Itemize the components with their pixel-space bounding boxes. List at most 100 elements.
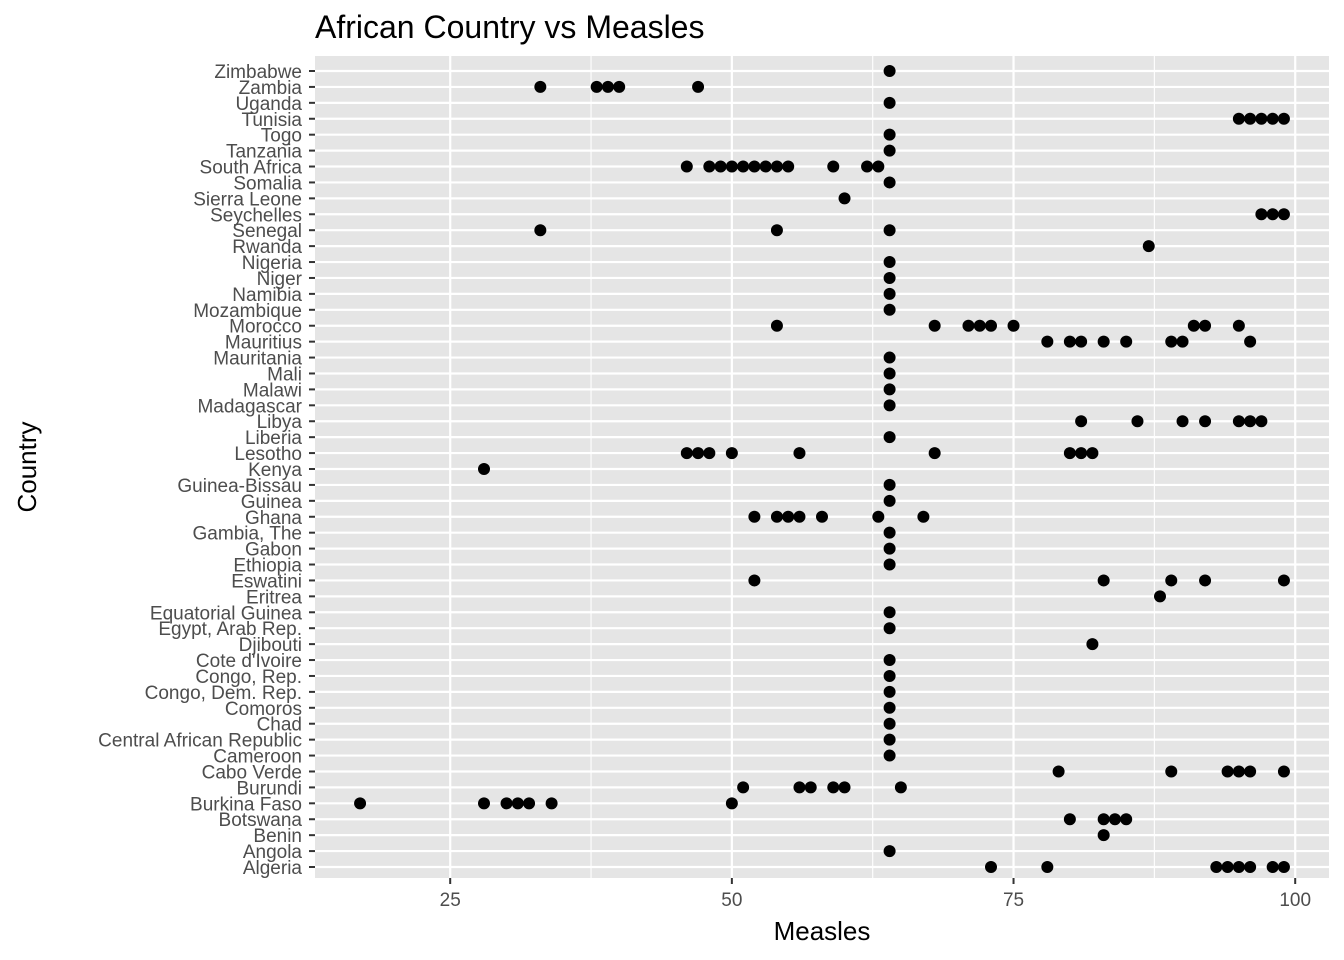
data-point-south-africa [703, 160, 716, 173]
y-tick-label-congo-dem-rep: Congo, Dem. Rep. [145, 683, 302, 704]
data-point-eswatini [748, 574, 761, 587]
data-point-lesotho [725, 447, 738, 460]
data-point-cote-d-ivoire [883, 654, 896, 667]
data-point-congo-dem-rep [883, 685, 896, 698]
data-point-zambia [534, 80, 547, 93]
data-point-gabon [883, 542, 896, 555]
data-point-cabo-verde [1277, 765, 1290, 778]
data-point-zambia [613, 80, 626, 93]
data-point-liberia [883, 431, 896, 444]
data-point-togo [883, 128, 896, 141]
y-tick-label-ethiopia: Ethiopia [233, 556, 302, 577]
data-point-ghana [748, 510, 761, 523]
data-point-libya [1131, 415, 1144, 428]
data-point-lesotho [692, 447, 705, 460]
data-point-lesotho [1086, 447, 1099, 460]
data-point-eritrea [1154, 590, 1166, 603]
data-point-morocco [770, 319, 783, 332]
data-point-rwanda [1142, 240, 1155, 253]
data-point-eswatini [1165, 574, 1178, 587]
data-point-egypt-arab-rep [883, 622, 896, 635]
data-point-ghana [917, 510, 930, 523]
data-point-burundi [793, 781, 806, 794]
x-tick-label-75: 75 [1003, 890, 1024, 911]
data-point-mauritius [1120, 335, 1133, 348]
y-tick-label-somalia: Somalia [233, 173, 302, 194]
y-tick-label-mauritius: Mauritius [225, 333, 302, 354]
y-tick-label-cabo-verde: Cabo Verde [202, 762, 302, 783]
data-point-botswana [1108, 813, 1121, 826]
data-point-congo-rep [883, 669, 896, 682]
data-point-equatorial-guinea [883, 606, 896, 619]
data-point-morocco [1007, 319, 1020, 332]
x-axis-title: Measles [774, 916, 871, 946]
data-point-burkina-faso [511, 797, 524, 810]
data-point-central-african-republic [883, 733, 896, 746]
data-point-lesotho [680, 447, 693, 460]
data-point-mauritius [1097, 335, 1110, 348]
data-point-lesotho [793, 447, 806, 460]
data-point-lesotho [928, 447, 941, 460]
data-point-tunisia [1266, 112, 1279, 125]
data-point-cabo-verde [1052, 765, 1065, 778]
data-point-burkina-faso [725, 797, 738, 810]
y-tick-label-libya: Libya [257, 412, 303, 433]
data-point-algeria [1041, 861, 1054, 873]
data-point-seychelles [1255, 208, 1268, 221]
y-tick-label-kenya: Kenya [248, 460, 302, 481]
y-tick-label-egypt-arab-rep: Egypt, Arab Rep. [158, 619, 302, 640]
data-point-cameroon [883, 749, 896, 762]
data-point-south-africa [782, 160, 795, 173]
data-point-mauritius [1075, 335, 1088, 348]
data-point-ghana [793, 510, 806, 523]
data-point-south-africa [714, 160, 727, 173]
y-tick-label-niger: Niger [257, 269, 303, 290]
data-point-malawi [883, 383, 896, 396]
y-tick-label-zambia: Zambia [239, 78, 303, 99]
data-point-libya [1255, 415, 1268, 428]
data-point-burundi [827, 781, 840, 794]
data-point-eswatini [1199, 574, 1212, 587]
y-tick-label-botswana: Botswana [219, 810, 303, 831]
data-point-algeria [1244, 861, 1257, 873]
data-point-tunisia [1277, 112, 1290, 125]
y-tick-label-angola: Angola [243, 842, 303, 863]
y-tick-label-benin: Benin [253, 826, 302, 847]
y-tick-label-south-africa: South Africa [200, 158, 303, 179]
point-layer [354, 65, 1290, 873]
data-point-lesotho [1075, 447, 1088, 460]
data-point-south-africa [872, 160, 885, 173]
data-point-burkina-faso [523, 797, 536, 810]
data-point-zambia [692, 80, 705, 93]
y-tick-label-madagascar: Madagascar [197, 396, 302, 417]
data-point-mali [883, 367, 896, 380]
data-point-madagascar [883, 399, 896, 412]
y-tick-label-equatorial-guinea: Equatorial Guinea [150, 603, 303, 624]
data-point-morocco [973, 319, 986, 332]
data-point-morocco [1187, 319, 1200, 332]
data-point-south-africa [737, 160, 750, 173]
data-point-zambia [590, 80, 603, 93]
data-point-tunisia [1232, 112, 1245, 125]
y-tick-label-mauritania: Mauritania [213, 349, 302, 370]
data-point-botswana [1097, 813, 1110, 826]
y-tick-label-tanzania: Tanzania [226, 142, 302, 163]
data-point-cabo-verde [1221, 765, 1234, 778]
data-point-somalia [883, 176, 896, 189]
data-point-namibia [883, 287, 896, 300]
chart-title: African Country vs Measles [315, 9, 704, 45]
data-point-algeria [985, 861, 997, 873]
data-point-burkina-faso [500, 797, 513, 810]
data-point-ghana [872, 510, 885, 523]
data-point-south-africa [680, 160, 693, 173]
y-tick-label-morocco: Morocco [229, 317, 302, 338]
y-tick-label-eritrea: Eritrea [246, 587, 302, 608]
data-point-comoros [883, 701, 896, 714]
x-tick-label-50: 50 [721, 890, 742, 911]
y-tick-label-chad: Chad [257, 715, 302, 736]
y-tick-label-guinea-bissau: Guinea-Bissau [177, 476, 302, 497]
data-point-seychelles [1266, 208, 1279, 221]
data-point-lesotho [1063, 447, 1076, 460]
